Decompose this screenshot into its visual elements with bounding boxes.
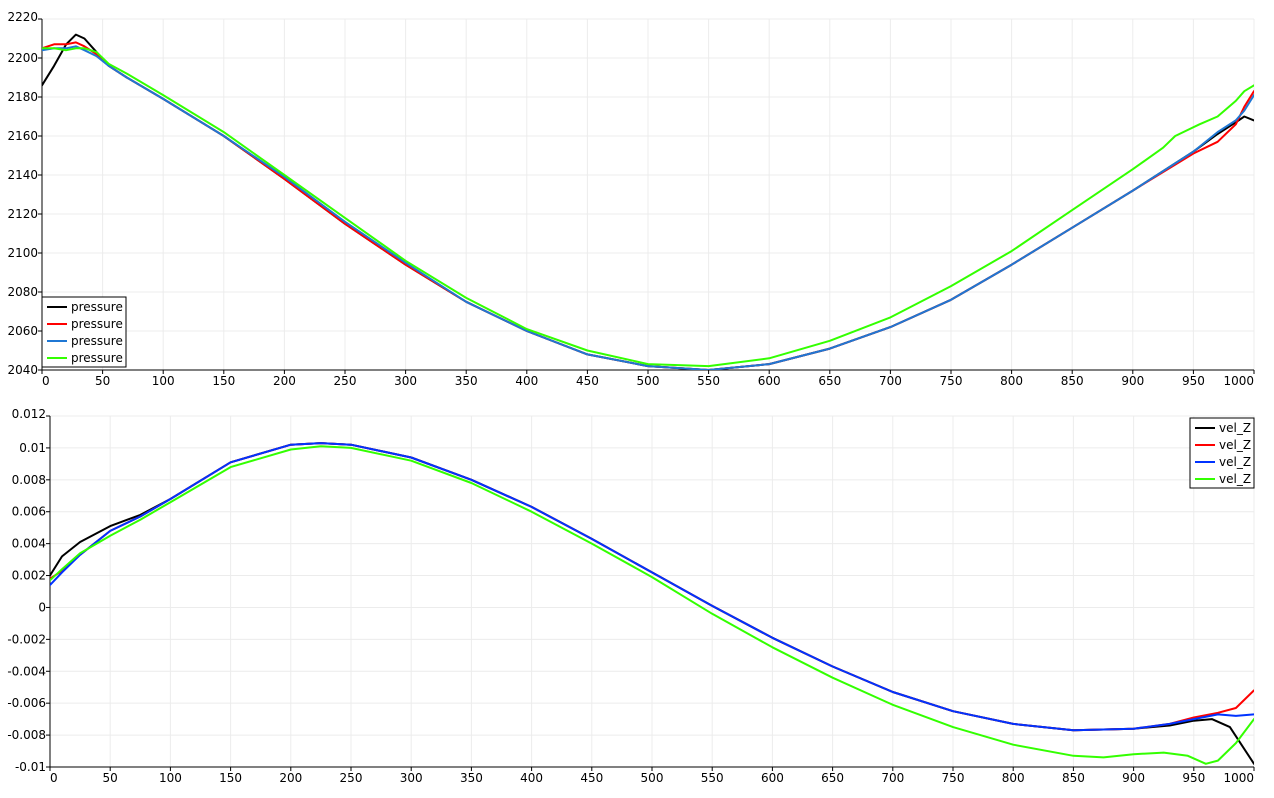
series-line-3 xyxy=(50,442,1254,732)
x-tick-label: 550 xyxy=(701,771,724,785)
legend-label: pressure xyxy=(71,334,123,348)
x-tick-label: 0 xyxy=(42,374,50,388)
y-tick-label: 2060 xyxy=(7,324,38,338)
y-tick-label: -0.004 xyxy=(7,664,46,678)
x-tick-label: 50 xyxy=(95,374,110,388)
y-tick-label: 2040 xyxy=(7,363,38,377)
x-tick-label: 100 xyxy=(159,771,182,785)
legend-label: vel_Z xyxy=(1219,421,1251,435)
x-tick-label: 50 xyxy=(103,771,118,785)
x-tick-label: 700 xyxy=(879,374,902,388)
x-tick-label: 300 xyxy=(400,771,423,785)
x-tick-label: 400 xyxy=(515,374,538,388)
y-tick-label: 2100 xyxy=(7,246,38,260)
y-tick-label: 0.004 xyxy=(12,537,46,551)
y-tick-label: 2160 xyxy=(7,129,38,143)
x-tick-label: 600 xyxy=(761,771,784,785)
x-tick-label: 1000 xyxy=(1223,374,1254,388)
y-tick-label: -0.01 xyxy=(15,760,46,774)
legend: pressure pressure pressure pressure xyxy=(41,296,127,368)
y-tick-label: 0.002 xyxy=(12,569,46,583)
x-tick-label: 950 xyxy=(1182,771,1205,785)
x-tick-label: 200 xyxy=(279,771,302,785)
x-tick-label: 750 xyxy=(942,771,965,785)
y-tick-label: 2200 xyxy=(7,51,38,65)
y-tick-label: 2180 xyxy=(7,90,38,104)
x-tick-label: 500 xyxy=(637,374,660,388)
x-tick-label: 900 xyxy=(1121,374,1144,388)
y-tick-label: 2140 xyxy=(7,168,38,182)
y-tick-label: 2220 xyxy=(7,10,38,24)
legend-label: pressure xyxy=(71,317,123,331)
x-tick-label: 950 xyxy=(1182,374,1205,388)
x-tick-label: 200 xyxy=(273,374,296,388)
y-tick-label: -0.008 xyxy=(7,728,46,742)
x-tick-label: 450 xyxy=(576,374,599,388)
y-tick-label: -0.006 xyxy=(7,696,46,710)
y-tick-label: 0.008 xyxy=(12,473,46,487)
x-tick-label: 350 xyxy=(460,771,483,785)
x-tick-label: 400 xyxy=(520,771,543,785)
y-tick-label: 2080 xyxy=(7,285,38,299)
y-tick-label: 0.006 xyxy=(12,505,46,519)
series-line-4 xyxy=(42,47,1254,368)
x-tick-label: 700 xyxy=(881,771,904,785)
legend-label: vel_Z xyxy=(1219,455,1251,469)
x-tick-label: 750 xyxy=(940,374,963,388)
y-tick-label: -0.002 xyxy=(7,632,46,646)
x-tick-label: 450 xyxy=(580,771,603,785)
y-tick-label: 0 xyxy=(38,600,46,614)
legend-label: vel_Z xyxy=(1219,438,1251,452)
x-tick-label: 300 xyxy=(394,374,417,388)
x-tick-label: 0 xyxy=(50,771,58,785)
x-tick-label: 550 xyxy=(697,374,720,388)
x-tick-label: 350 xyxy=(455,374,478,388)
x-tick-label: 800 xyxy=(1000,374,1023,388)
x-tick-label: 100 xyxy=(152,374,175,388)
legend-label: vel_Z xyxy=(1219,472,1251,486)
y-tick-label: 0.012 xyxy=(12,407,46,421)
legend-label: pressure xyxy=(71,351,123,365)
vel-z-chart: 0 50 100 150 200 250 300 350 400 450 500 550 600 650 7… xyxy=(7,407,1255,785)
x-tick-label: 850 xyxy=(1061,374,1084,388)
x-tick-label: 500 xyxy=(641,771,664,785)
x-tick-label: 650 xyxy=(818,374,841,388)
legend-box xyxy=(1189,417,1255,489)
x-tick-label: 650 xyxy=(821,771,844,785)
x-tick-label: 850 xyxy=(1062,771,1085,785)
y-tick-label: 2120 xyxy=(7,207,38,221)
x-tick-label: 250 xyxy=(334,374,357,388)
x-tick-label: 150 xyxy=(219,771,242,785)
legend: vel_Z vel_Z vel_Z vel_Z xyxy=(1189,417,1255,489)
legend-box xyxy=(41,296,127,368)
series-line-3 xyxy=(42,45,1254,370)
x-tick-label: 800 xyxy=(1002,771,1025,785)
x-tick-label: 900 xyxy=(1122,771,1145,785)
x-tick-label: 250 xyxy=(340,771,363,785)
x-tick-label: 150 xyxy=(212,374,235,388)
pressure-chart: 0 50 100 150 200 250 300 350 400 450 500 550 600 650 7… xyxy=(7,10,1255,388)
series-line-4 xyxy=(50,445,1254,765)
x-tick-label: 600 xyxy=(758,374,781,388)
y-tick-label: 0.01 xyxy=(19,441,46,455)
x-tick-label: 1000 xyxy=(1223,771,1254,785)
legend-label: pressure xyxy=(71,300,123,314)
